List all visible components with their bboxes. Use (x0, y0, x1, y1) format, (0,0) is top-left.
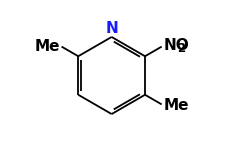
Text: 2: 2 (177, 42, 185, 55)
Text: Me: Me (163, 98, 189, 113)
Text: Me: Me (35, 39, 60, 54)
Text: N: N (105, 21, 118, 36)
Text: NO: NO (163, 38, 189, 53)
